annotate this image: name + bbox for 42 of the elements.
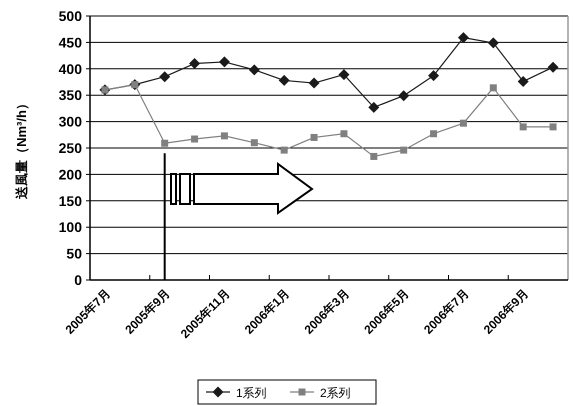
point (550, 123, 557, 130)
point (398, 90, 410, 102)
point (159, 71, 170, 82)
y-tick-label: 250 (58, 140, 82, 156)
y-axis-title: 送風量（Nm³/h） (14, 97, 29, 200)
point (490, 84, 497, 92)
point (161, 140, 168, 147)
legend-label: 1系列 (236, 386, 267, 400)
y-tick-label: 50 (66, 246, 82, 262)
y-tick-label: 350 (58, 87, 82, 104)
y-tick-label: 300 (58, 114, 82, 130)
legend-label: 2系列 (320, 386, 351, 400)
point (430, 130, 438, 138)
point (518, 76, 529, 87)
point (248, 64, 260, 76)
point (400, 146, 408, 154)
point (250, 139, 258, 146)
point (218, 56, 230, 68)
point (368, 102, 380, 113)
point (220, 132, 228, 140)
point (278, 74, 290, 86)
y-tick-label: 150 (58, 192, 82, 209)
point (488, 37, 499, 48)
point (520, 123, 527, 130)
point (338, 69, 350, 80)
point (458, 32, 469, 44)
y-tick-label: 200 (58, 166, 82, 182)
point (370, 152, 378, 160)
point (189, 58, 200, 70)
point (340, 130, 348, 138)
point (428, 70, 440, 82)
y-tick-label: 100 (58, 219, 82, 236)
y-tick-label: 0 (74, 272, 82, 288)
point (310, 134, 318, 141)
y-tick-label: 400 (58, 60, 82, 77)
point (191, 136, 198, 143)
point (308, 78, 320, 89)
point (460, 120, 467, 127)
y-tick-label: 450 (58, 34, 82, 50)
point (548, 62, 559, 73)
point (280, 146, 288, 154)
y-tick-label: 500 (58, 8, 82, 24)
